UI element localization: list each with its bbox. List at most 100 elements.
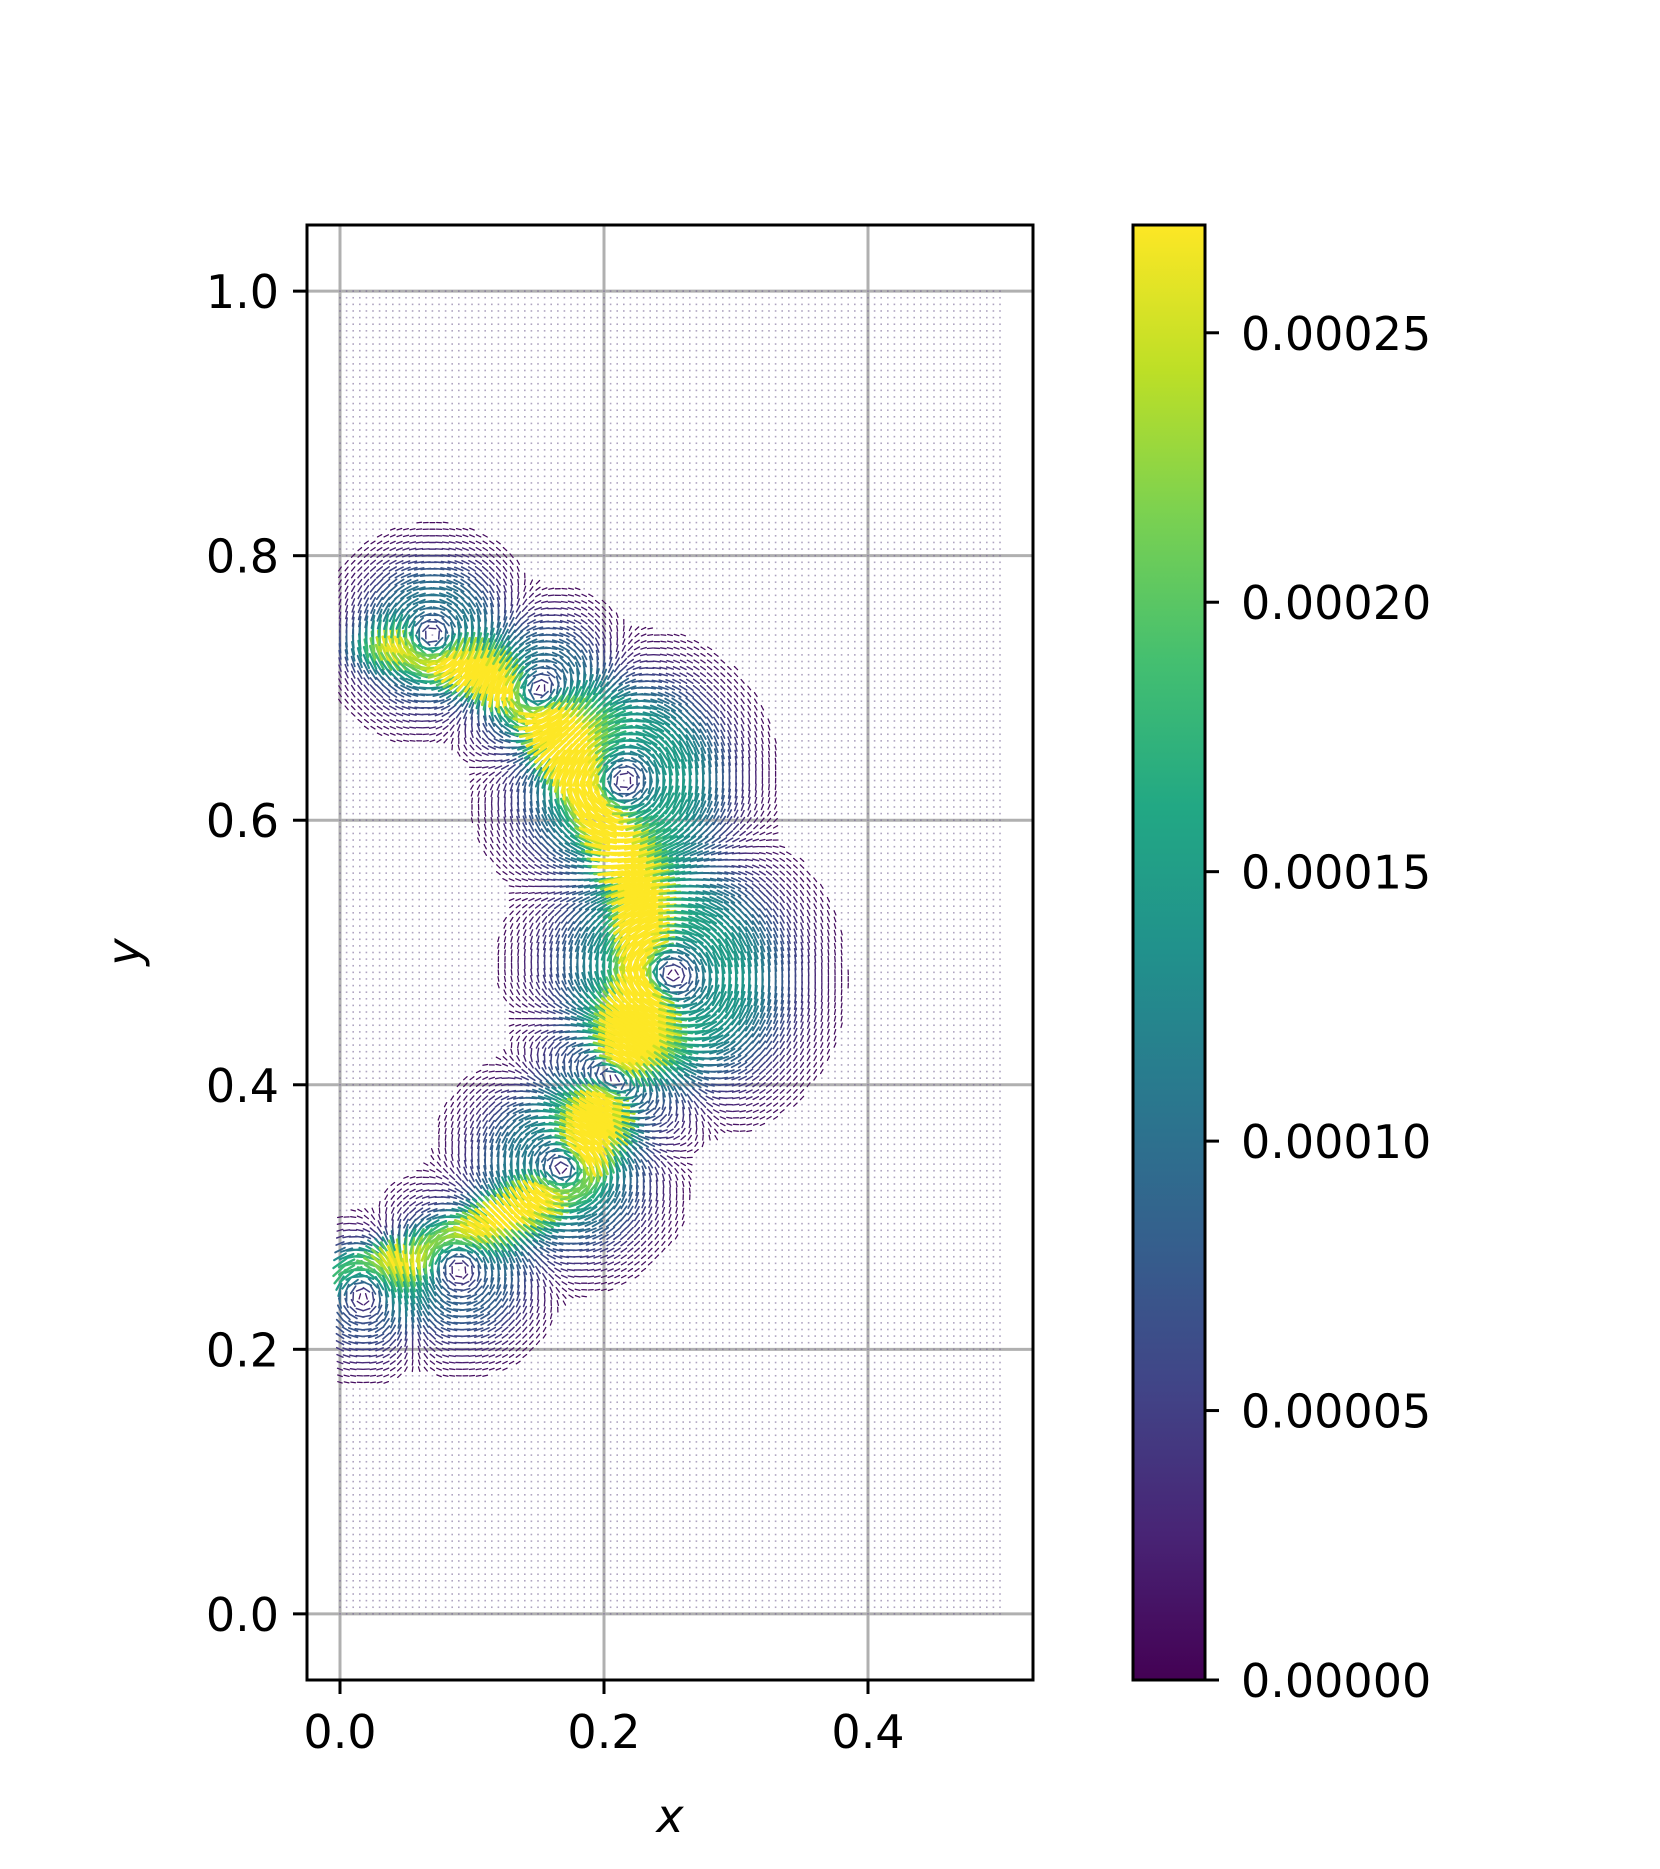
vector-dot [497,1500,500,1503]
vector-arrow [454,553,463,558]
vector-dot [471,1004,473,1007]
vector-dot [411,1520,414,1523]
vector-dot [471,1613,473,1615]
vector-dot [339,852,341,855]
vector-dot [398,310,401,312]
vector-dot [411,1050,414,1053]
vector-dot [385,1024,387,1027]
vector-dot [451,1573,453,1575]
vector-dot [425,997,427,1000]
vector-dot [425,316,427,319]
vector-arrow [412,598,426,606]
vector-arrow [427,706,438,710]
vector-dot [425,1527,427,1529]
vector-dot [398,415,401,418]
vector-arrow [417,1352,421,1360]
vector-dot [451,1408,453,1410]
vector-dot [398,1388,401,1390]
vector-arrow [495,771,502,777]
vector-dot [464,1414,467,1417]
vector-arrow [380,1267,393,1287]
vector-arrow [409,1201,417,1207]
vector-dot [418,349,420,352]
vector-dot [451,1090,453,1093]
vector-dot [385,905,387,908]
vector-dot [372,1487,374,1490]
vector-arrow [384,1219,388,1228]
vector-dot [484,1500,486,1503]
vector-dot [352,1513,354,1516]
vector-dot [392,415,394,418]
vector-arrow [445,638,459,658]
vector-dot [339,1494,341,1496]
vector-dot [411,832,414,835]
vector-dot [398,832,401,835]
vector-dot [345,1494,348,1496]
vector-dot [378,462,381,464]
vector-dot [464,1487,467,1490]
vector-dot [392,1573,394,1575]
vector-dot [477,290,480,292]
vector-dot [444,1057,447,1060]
vector-arrow [338,664,342,672]
vector-arrow [426,1213,439,1221]
vector-dot [451,1586,453,1589]
vector-dot [418,872,420,874]
vector-arrow [463,716,468,726]
vector-dot [451,363,453,365]
vector-arrow [387,1239,398,1261]
vector-arrow [376,1226,383,1235]
vector-dot [392,343,394,345]
vector-dot [491,316,493,319]
vector-dot [359,1024,361,1027]
vector-dot [392,1500,394,1503]
vector-arrow [350,559,356,565]
vector-dot [477,1573,480,1575]
vector-arrow [349,1354,358,1358]
vector-dot [425,1401,427,1404]
vector-dot [491,925,493,927]
vector-dot [359,1163,361,1165]
vector-dot [425,1494,427,1496]
vector-dot [425,1374,427,1377]
vector-dot [411,330,414,332]
vector-dot [352,1156,354,1159]
vector-dot [398,296,401,299]
vector-arrow [361,1341,372,1344]
vector-dot [359,1011,361,1013]
vector-arrow [446,585,459,592]
vector-dot [398,779,401,782]
vector-dot [392,1401,394,1404]
vector-dot [352,925,354,927]
vector-arrow [407,706,418,710]
vector-dot [398,1110,401,1113]
vector-dot [359,475,361,478]
vector-dot [378,991,381,993]
vector-dot [425,773,427,775]
vector-dot [339,971,341,974]
vector-arrow [464,1140,467,1149]
vector-dot [345,984,348,987]
vector-dot [464,455,467,458]
vector-dot [398,859,401,861]
vector-dot [451,1441,453,1443]
vector-dot [477,462,480,464]
vector-dot [352,1599,354,1602]
vector-dot [411,1156,414,1159]
vector-dot [345,839,348,841]
vector-dot [378,296,381,299]
vector-dot [458,1401,460,1404]
vector-dot [398,1421,401,1423]
vector-dot [497,1374,500,1377]
vector-dot [365,303,368,306]
vector-arrow [417,1345,421,1353]
vector-dot [378,1044,381,1046]
vector-dot [352,839,354,841]
vector-arrow [437,1244,454,1257]
vector-dot [339,330,341,332]
vector-dot [425,865,427,868]
vector-dot [405,786,407,788]
vector-dot [431,1408,434,1410]
vector-dot [359,997,361,1000]
vector-dot [385,951,387,954]
